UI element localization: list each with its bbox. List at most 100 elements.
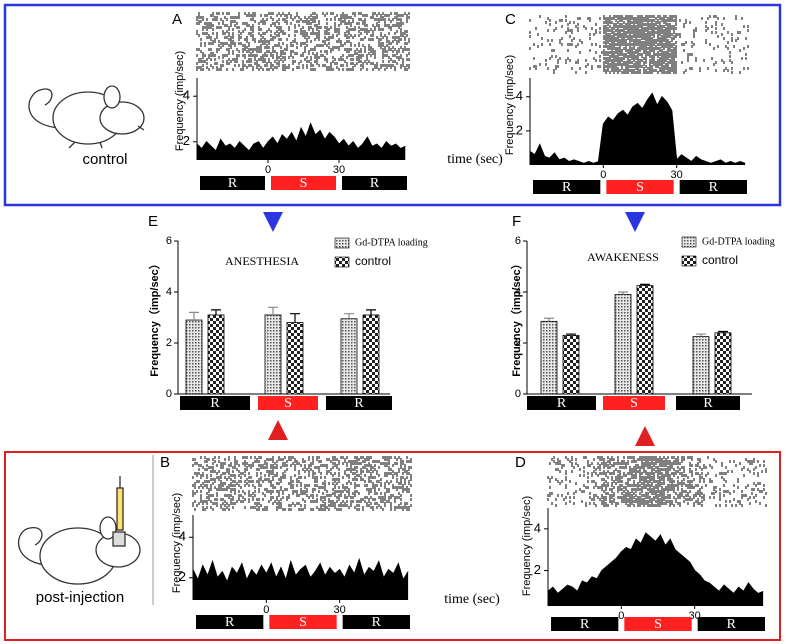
phase-box — [533, 180, 601, 194]
phase-box — [679, 180, 747, 194]
category-label: R — [354, 396, 364, 411]
y-tick-label: 6 — [515, 235, 521, 247]
bar — [562, 334, 580, 395]
error-bar — [268, 306, 278, 315]
phase-label: S — [299, 615, 307, 630]
x-tick-label: 30 — [333, 164, 345, 176]
category-label: S — [284, 396, 292, 411]
phase-label: R — [225, 615, 235, 630]
category-box — [258, 396, 318, 410]
error-bar — [211, 309, 221, 315]
panel-label: C — [505, 11, 516, 28]
phase-box — [624, 617, 692, 631]
y-axis-label: Frequency (imp/sec) — [174, 51, 186, 151]
phase-label: R — [372, 615, 382, 630]
y-tick-label: 2 — [516, 122, 523, 137]
row-label: control — [82, 151, 127, 168]
x-tick-label: 0 — [265, 164, 271, 176]
y-tick-label: 2 — [179, 569, 186, 584]
area-fill — [530, 93, 746, 165]
category-label: R — [703, 396, 713, 411]
phase-box — [342, 176, 407, 190]
bar — [286, 322, 304, 395]
phase-box — [269, 615, 337, 629]
x-tick-label: 30 — [671, 169, 683, 181]
raster — [192, 456, 412, 511]
phase-label: R — [580, 617, 590, 632]
phase-box — [697, 617, 765, 631]
y-axis-label: Frequency (imp/sec) — [504, 55, 516, 155]
injection-frame — [4, 451, 781, 641]
raster — [196, 12, 410, 71]
legend-label: Gd-DTPA loading — [355, 237, 428, 248]
error-bar — [290, 313, 300, 323]
y-tick-label: 2 — [166, 337, 172, 349]
phase-label: R — [370, 176, 380, 191]
raster — [547, 456, 767, 507]
panel-label: F — [512, 213, 521, 230]
x-axis-label: time (sec) — [447, 152, 503, 167]
x-tick-label: 0 — [600, 169, 606, 181]
y-tick-label: 4 — [515, 286, 521, 298]
y-tick-label: 4 — [183, 88, 190, 103]
error-bar — [189, 311, 199, 321]
legend-swatch — [681, 236, 697, 248]
y-tick-label: 0 — [166, 388, 172, 400]
y-tick-label: 2 — [183, 133, 190, 148]
x-tick-label: 0 — [263, 604, 269, 616]
legend-label: control — [702, 253, 738, 267]
y-tick-label: 4 — [166, 286, 172, 298]
phase-label: R — [228, 176, 238, 191]
bar — [714, 332, 732, 395]
chart-title: ANESTHESIA — [225, 254, 299, 268]
phase-label: R — [709, 180, 719, 195]
arrow-up — [635, 426, 655, 446]
bar — [207, 314, 225, 395]
chart-title: AWAKENESS — [587, 250, 659, 264]
bar — [540, 320, 558, 395]
bar — [362, 314, 380, 395]
phase-box — [200, 176, 265, 190]
x-tick-label: 30 — [334, 604, 346, 616]
category-label: S — [630, 396, 638, 411]
area-line — [196, 122, 406, 152]
y-axis-label: Frequency (imp/sec) — [171, 493, 183, 593]
category-box — [603, 396, 665, 410]
legend-swatch — [334, 256, 350, 268]
category-box — [676, 396, 740, 410]
y-axis-label: Frequency (imp/sec) — [521, 496, 533, 596]
bar — [614, 294, 632, 395]
legend-label: Gd-DTPA loading — [702, 236, 775, 247]
y-tick-label: 2 — [534, 562, 541, 577]
area-line — [192, 557, 409, 584]
phase-label: R — [562, 180, 572, 195]
mouse-control — [28, 85, 145, 149]
bar — [692, 336, 710, 395]
row-label: post-injection — [36, 589, 124, 606]
category-label: R — [210, 396, 220, 411]
phase-label: S — [654, 617, 662, 632]
bar — [185, 319, 203, 395]
y-axis-label: Frequency（imp/sec） — [148, 258, 161, 377]
panel-label: E — [148, 213, 158, 230]
error-bar — [718, 330, 728, 333]
error-bar — [344, 313, 354, 319]
phase-box — [342, 615, 410, 629]
phase-box — [551, 617, 619, 631]
error-bar — [366, 309, 376, 315]
bar — [636, 285, 654, 395]
area-line — [547, 532, 764, 595]
y-tick-label: 4 — [534, 520, 541, 535]
legend-swatch — [681, 255, 697, 267]
bar — [264, 314, 282, 395]
error-bar — [544, 317, 554, 322]
bar — [340, 318, 358, 395]
arrow-down — [263, 212, 283, 232]
phase-box — [271, 176, 336, 190]
category-box — [180, 396, 250, 410]
phase-box — [196, 615, 264, 629]
error-bar — [696, 333, 706, 337]
phase-label: S — [636, 180, 644, 195]
area-line — [529, 92, 746, 164]
